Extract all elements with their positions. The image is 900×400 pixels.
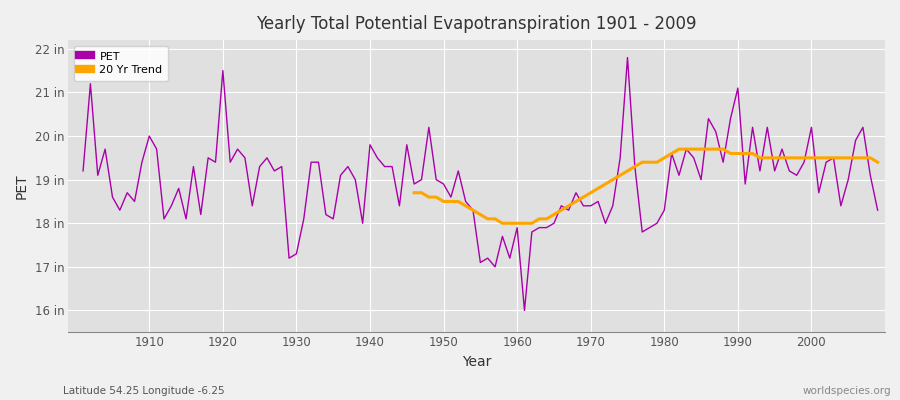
20 Yr Trend [681, 147, 692, 152]
Line: 20 Yr Trend: 20 Yr Trend [414, 149, 877, 223]
Text: worldspecies.org: worldspecies.org [803, 386, 891, 396]
20 Yr Trend [725, 151, 736, 156]
20 Yr Trend [644, 160, 655, 165]
20 Yr Trend [468, 208, 479, 212]
20 Yr Trend [673, 147, 684, 152]
Text: Latitude 54.25 Longitude -6.25: Latitude 54.25 Longitude -6.25 [63, 386, 225, 396]
PET [299, 216, 310, 221]
20 Yr Trend [409, 190, 419, 195]
20 Yr Trend [717, 147, 728, 152]
20 Yr Trend [608, 177, 618, 182]
X-axis label: Year: Year [462, 355, 491, 369]
PET [608, 204, 618, 208]
Line: PET: PET [83, 58, 878, 310]
Legend: PET, 20 Yr Trend: PET, 20 Yr Trend [74, 46, 168, 81]
PET [872, 208, 883, 212]
PET [519, 308, 530, 313]
PET [77, 168, 88, 173]
PET [343, 164, 354, 169]
PET [504, 256, 515, 260]
PET [137, 160, 148, 165]
Y-axis label: PET: PET [15, 173, 29, 199]
20 Yr Trend [497, 221, 508, 226]
PET [512, 225, 523, 230]
Title: Yearly Total Potential Evapotranspiration 1901 - 2009: Yearly Total Potential Evapotranspiratio… [256, 15, 697, 33]
20 Yr Trend [872, 160, 883, 165]
PET [622, 55, 633, 60]
